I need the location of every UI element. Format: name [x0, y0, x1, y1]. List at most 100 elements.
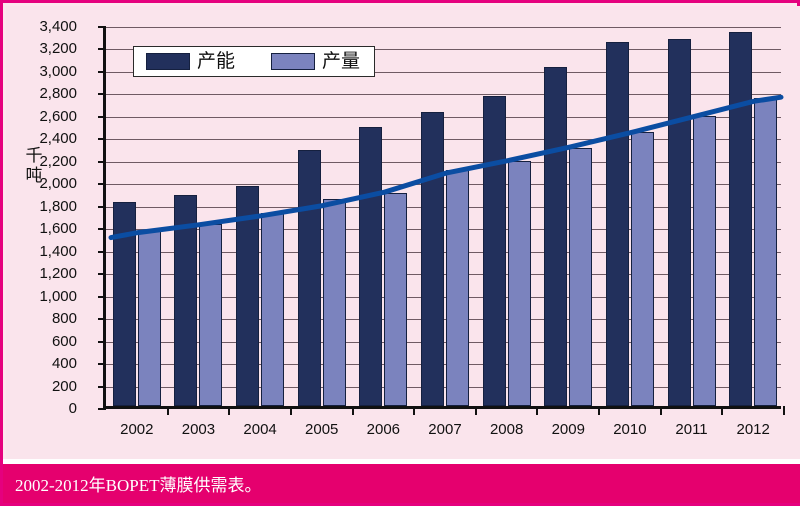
bar-output — [261, 212, 285, 406]
y-axis-tick-label: 3,400 — [39, 18, 77, 35]
chart-panel: 千 吨 0 200 400 600 800 1,000 1,200 1,400 1,600 1,8… — [6, 6, 800, 464]
bar-group — [476, 27, 538, 406]
y-axis-tick — [98, 26, 106, 28]
y-axis-tick-label: 600 — [51, 332, 77, 350]
legend-swatch-output — [271, 53, 316, 70]
bar-output — [384, 192, 408, 406]
y-axis-tick-label: 200 — [51, 377, 77, 395]
x-axis-tick-label: 2008 — [489, 421, 524, 438]
bar-group — [722, 27, 784, 406]
bar-output — [507, 161, 531, 406]
y-axis-tick-label: 1,800 — [39, 197, 77, 215]
bar-capacity — [174, 194, 198, 406]
y-axis-title: 千 吨 — [19, 146, 49, 186]
x-axis-tick-label: 2011 — [675, 421, 708, 438]
x-axis-tick — [721, 406, 724, 415]
bar-group — [168, 27, 230, 406]
bar-group — [291, 27, 353, 406]
legend-item-capacity: 产能 — [146, 52, 235, 71]
caption-text: 2002-2012年BOPET薄膜供需表。 — [15, 476, 262, 495]
y-axis-tick — [98, 183, 106, 186]
legend-label-capacity: 产能 — [197, 51, 236, 72]
x-axis-tick — [659, 406, 662, 415]
y-axis-tick — [98, 70, 106, 73]
bar-capacity — [359, 127, 383, 406]
y-axis-tick-label: 2,600 — [39, 107, 77, 125]
x-axis-tick-label: 2006 — [366, 421, 401, 438]
y-axis-tick-label: 2,400 — [39, 130, 77, 148]
chart-legend: 产能 产量 — [133, 46, 376, 77]
legend-swatch-capacity — [146, 53, 190, 70]
bar-capacity — [544, 66, 568, 406]
x-axis-tick — [289, 406, 292, 415]
x-axis-tick — [228, 406, 231, 415]
y-axis-tick-label: 1,000 — [39, 287, 77, 305]
bar-capacity — [420, 111, 444, 406]
bar-output — [199, 224, 223, 406]
x-axis-tick — [783, 406, 785, 415]
bar-capacity — [236, 185, 260, 406]
x-axis-tick-label: 2010 — [613, 421, 647, 438]
y-axis-tick — [98, 250, 106, 253]
bar-capacity — [112, 201, 136, 406]
gridline — [106, 71, 781, 73]
bar-output — [569, 147, 593, 406]
y-axis-tick-label: 1,600 — [39, 220, 77, 238]
y-axis-tick-label: 400 — [51, 355, 77, 373]
x-axis-tick — [413, 406, 416, 415]
bar-output — [754, 98, 778, 406]
y-axis-tick — [98, 115, 106, 118]
y-axis-tick — [98, 160, 106, 163]
bar-capacity — [482, 95, 506, 406]
bar-capacity — [297, 149, 321, 406]
x-axis-tick — [536, 406, 539, 415]
bar-group — [599, 27, 661, 406]
bar-group — [106, 27, 168, 406]
bar-group — [661, 27, 723, 406]
x-axis-tick-label: 2012 — [736, 421, 770, 438]
bar-output — [630, 131, 654, 406]
x-axis-tick-label: 2009 — [551, 421, 585, 438]
y-axis-tick — [98, 385, 106, 388]
y-axis-tick — [98, 93, 106, 96]
x-axis-tick — [166, 406, 169, 415]
plot-area: 0 200 400 600 800 1,000 1,200 1,400 1,600 1,800 2,… — [39, 19, 785, 438]
panel-separator — [3, 459, 800, 464]
bar-output — [322, 199, 346, 406]
x-axis-tick-label: 2004 — [243, 421, 277, 438]
y-axis-tick — [98, 318, 106, 321]
y-axis-title-line-2: 吨 — [25, 166, 43, 186]
y-axis-tick-label: 1,200 — [39, 265, 77, 283]
x-axis-tick — [598, 406, 601, 415]
y-axis-tick — [98, 340, 106, 343]
x-axis-tick-label: 2002 — [120, 421, 154, 438]
y-axis-tick-label: 1,400 — [39, 242, 77, 260]
bar-capacity — [667, 38, 691, 406]
bar-output — [692, 116, 716, 406]
bar-output — [445, 170, 469, 406]
y-axis-tick-label: 800 — [51, 310, 77, 328]
y-axis-tick-label: 0 — [68, 400, 77, 417]
y-axis-tick-label: 2,200 — [39, 152, 77, 170]
bar-capacity — [729, 31, 753, 406]
caption-bar: 2002-2012年BOPET薄膜供需表。 — [3, 464, 800, 503]
bar-group — [537, 27, 599, 406]
bar-group — [353, 27, 415, 406]
y-axis-tick-label: 3,000 — [39, 62, 77, 80]
y-axis-title-line-1: 千 — [25, 146, 43, 165]
y-axis-tick — [98, 205, 106, 208]
bar-capacity — [605, 41, 629, 406]
bar-group — [414, 27, 476, 406]
x-axis-tick-label: 2003 — [181, 421, 216, 438]
y-axis-tick-label: 2,000 — [39, 175, 77, 193]
gridline — [106, 27, 781, 28]
y-axis-tick — [98, 228, 106, 231]
y-axis-tick — [98, 273, 106, 276]
x-axis-tick-label: 2007 — [428, 421, 462, 438]
y-axis-tick — [98, 138, 106, 141]
y-axis-tick-label: 3,200 — [39, 40, 77, 58]
x-axis-tick — [351, 406, 354, 415]
x-axis-tick-label: 2005 — [305, 421, 339, 438]
y-axis-tick — [98, 295, 106, 298]
